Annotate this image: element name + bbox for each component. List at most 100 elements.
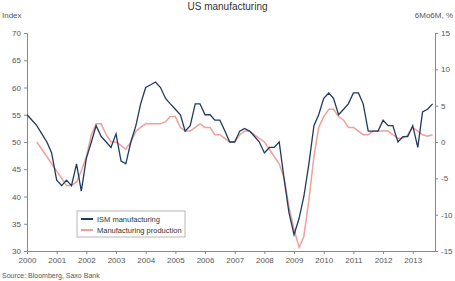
tick: 2009 — [286, 251, 304, 265]
tick: 60 — [12, 84, 27, 93]
axis-line — [28, 251, 436, 252]
tick-label: 30 — [12, 247, 21, 256]
tick-mark — [24, 142, 27, 143]
tick-mark — [435, 215, 438, 216]
source: Source: Bloomberg, Saxo Bank — [2, 272, 100, 280]
axis-line — [27, 34, 28, 252]
tick: 50 — [12, 138, 27, 147]
tick: 2007 — [226, 251, 244, 265]
tick-label: 0 — [441, 138, 446, 147]
tick: 30 — [12, 247, 27, 256]
legend-box — [77, 211, 185, 237]
legend-swatch — [81, 229, 93, 231]
tick-label: -10 — [441, 211, 453, 220]
tick: 2004 — [137, 251, 155, 265]
tick: 2003 — [108, 251, 126, 265]
y-axis: 303540455055606570 — [12, 29, 27, 256]
tick-mark — [146, 251, 147, 254]
tick-label: 2005 — [167, 256, 185, 265]
tick-mark — [24, 60, 27, 61]
tick-label: 2006 — [197, 256, 215, 265]
tick: 70 — [12, 29, 27, 38]
legend-label: ISM manufacturing — [97, 215, 160, 224]
tick-mark — [24, 33, 27, 34]
tick-mark — [413, 251, 414, 254]
tick-mark — [205, 251, 206, 254]
y2-axis-title: 6Mo6M, % — [415, 11, 453, 20]
tick-label: 2011 — [345, 256, 363, 265]
tick-label: -5 — [441, 174, 449, 183]
tick: 10 — [435, 65, 450, 74]
tick: -10 — [435, 211, 453, 220]
tick: 55 — [12, 111, 27, 120]
tick-mark — [353, 251, 354, 254]
tick-mark — [324, 251, 325, 254]
series-line — [37, 109, 433, 247]
tick-mark — [435, 69, 438, 70]
tick-mark — [57, 251, 58, 254]
tick-mark — [24, 197, 27, 198]
tick-label: -15 — [441, 247, 453, 256]
tick: 5 — [435, 102, 446, 111]
tick: -15 — [435, 247, 453, 256]
tick: 40 — [12, 193, 27, 202]
tick-mark — [435, 178, 438, 179]
tick-label: 15 — [441, 29, 450, 38]
legend: ISM manufacturing Manufacturing productio… — [77, 211, 185, 237]
tick-mark — [294, 251, 295, 254]
tick-label: 70 — [12, 29, 21, 38]
tick: 2013 — [404, 251, 422, 265]
tick-mark — [24, 169, 27, 170]
tick-label: 50 — [12, 138, 21, 147]
tick-label: 35 — [12, 220, 21, 229]
legend-swatch — [81, 218, 93, 220]
tick-mark — [435, 251, 438, 252]
tick-mark — [264, 251, 265, 254]
tick: 15 — [435, 29, 450, 38]
tick: 2006 — [197, 251, 215, 265]
tick-mark — [24, 251, 27, 252]
tick: 65 — [12, 56, 27, 65]
tick: 2005 — [167, 251, 185, 265]
tick-mark — [24, 224, 27, 225]
tick-label: 5 — [441, 102, 446, 111]
tick: 2002 — [78, 251, 96, 265]
tick-mark — [435, 33, 438, 34]
tick: 2000 — [19, 251, 37, 265]
tick-mark — [86, 251, 87, 254]
x-axis: 2000 2001 2002 2003 2004 2005 2006 2007 2008 2009… — [19, 251, 436, 265]
y2-axis: -15 -10 -5 0 5 10 15 — [435, 29, 453, 256]
tick: 35 — [12, 220, 27, 229]
tick-mark — [235, 251, 236, 254]
tick-mark — [175, 251, 176, 254]
tick-label: 2002 — [78, 256, 96, 265]
tick-mark — [116, 251, 117, 254]
tick-mark — [383, 251, 384, 254]
tick: 2010 — [315, 251, 333, 265]
tick-mark — [435, 106, 438, 107]
tick-label: 10 — [441, 65, 450, 74]
tick: 2008 — [256, 251, 274, 265]
tick-label: 2010 — [315, 256, 333, 265]
tick-label: 65 — [12, 56, 21, 65]
tick-label: 60 — [12, 84, 21, 93]
legend-label: Manufacturing production — [97, 226, 182, 235]
y-axis-title: Index — [2, 11, 22, 20]
tick-mark — [24, 88, 27, 89]
tick-label: 2007 — [226, 256, 244, 265]
tick: 2001 — [48, 251, 66, 265]
tick-mark — [24, 115, 27, 116]
title: US manufacturing — [187, 1, 267, 12]
tick-mark — [435, 142, 438, 143]
tick: -5 — [435, 174, 449, 183]
tick-label: 2013 — [404, 256, 422, 265]
tick-label: 2008 — [256, 256, 274, 265]
tick: 0 — [435, 138, 446, 147]
tick-label: 2000 — [19, 256, 37, 265]
tick: 2012 — [375, 251, 393, 265]
tick: 2011 — [345, 251, 363, 265]
plot-area — [27, 82, 433, 247]
tick-label: 2004 — [137, 256, 155, 265]
tick-label: 2012 — [375, 256, 393, 265]
tick-label: 2001 — [48, 256, 66, 265]
